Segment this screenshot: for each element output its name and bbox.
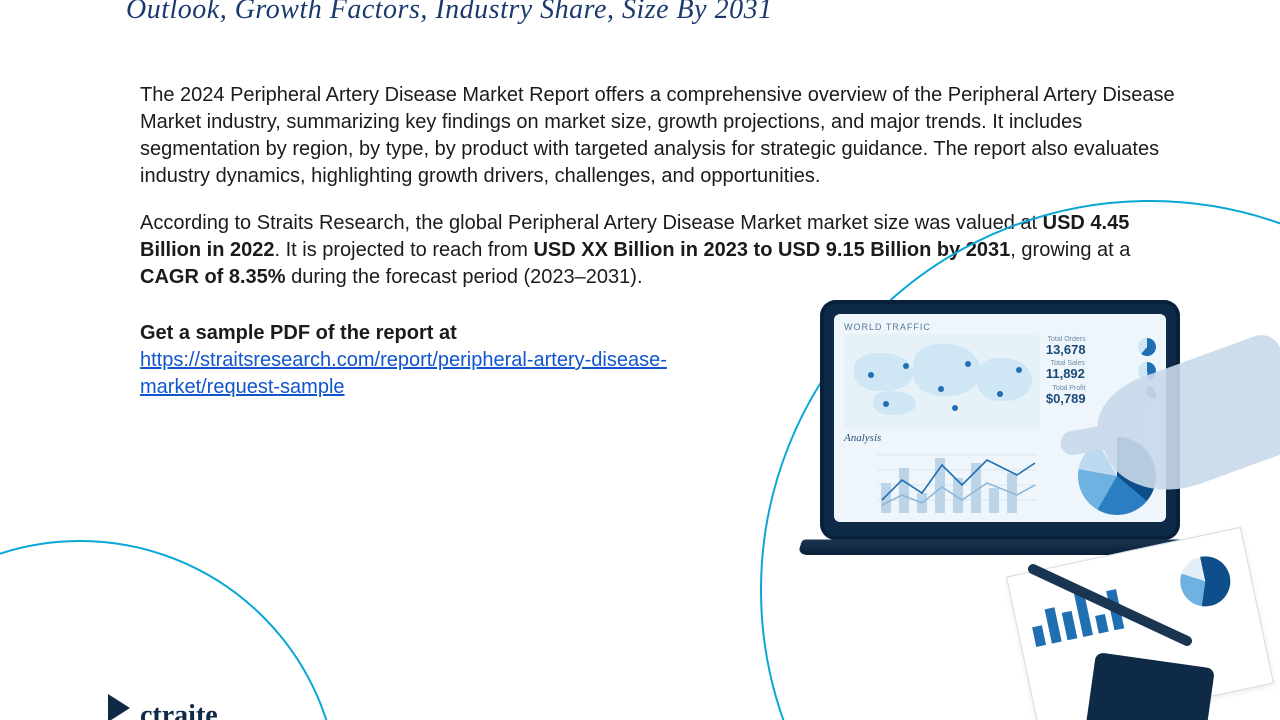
- p2-pre: According to Straits Research, the globa…: [140, 212, 1043, 234]
- logo-text: ctraite: [140, 700, 218, 720]
- cta-block: Get a sample PDF of the report at https:…: [140, 320, 780, 401]
- p2-mid1: . It is projected to reach from: [274, 239, 533, 261]
- world-map: [844, 334, 1040, 429]
- p2-cagr: CAGR of 8.35%: [140, 266, 286, 288]
- logo-triangle-icon: [108, 694, 130, 720]
- stat-row: Total Orders13,678: [1046, 336, 1156, 357]
- laptop-illustration: WORLD TRAFFIC Total Orders13,678Total Sa…: [820, 300, 1220, 620]
- cta-lead: Get a sample PDF of the report at: [140, 322, 457, 344]
- line-chart: [844, 445, 1070, 515]
- p2-value-2031: USD XX Billion in 2023 to USD 9.15 Billi…: [533, 239, 1010, 261]
- analysis-label: Analysis: [844, 432, 881, 444]
- paper-pie-chart: [1176, 552, 1235, 611]
- screen-header: WORLD TRAFFIC: [844, 322, 1156, 332]
- page-title: Outlook, Growth Factors, Industry Share,…: [126, 0, 773, 26]
- decorative-curve-left: [0, 540, 340, 720]
- paragraph-overview: The 2024 Peripheral Artery Disease Marke…: [140, 82, 1190, 190]
- p2-post: during the forecast period (2023–2031).: [286, 266, 643, 288]
- sample-pdf-link[interactable]: https://straitsresearch.com/report/perip…: [140, 349, 667, 398]
